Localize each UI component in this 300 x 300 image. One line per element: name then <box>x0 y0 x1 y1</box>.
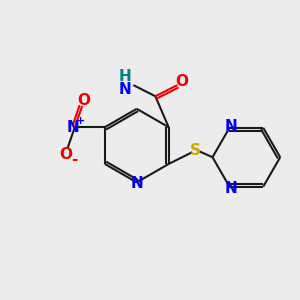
Text: N: N <box>67 120 80 135</box>
Text: N: N <box>224 181 237 196</box>
Text: H: H <box>119 69 131 84</box>
Text: O: O <box>59 147 73 162</box>
Text: N: N <box>130 176 143 191</box>
Text: S: S <box>190 143 201 158</box>
Text: N: N <box>119 82 131 97</box>
Text: +: + <box>76 116 86 126</box>
Text: O: O <box>176 74 188 89</box>
Text: O: O <box>77 93 90 108</box>
Text: -: - <box>71 152 77 167</box>
Text: N: N <box>224 119 237 134</box>
